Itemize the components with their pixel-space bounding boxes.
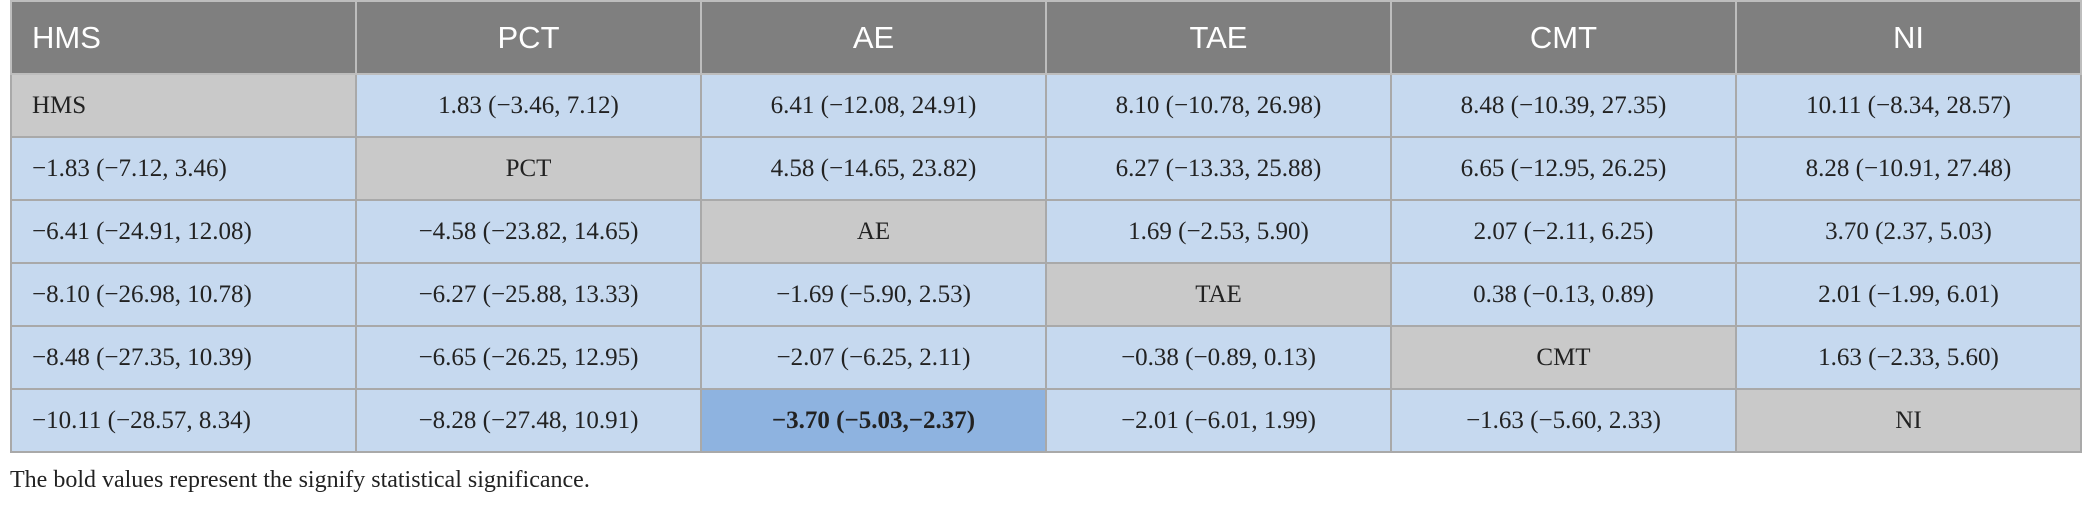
column-header: NI: [1735, 0, 2082, 75]
diagonal-cell: TAE: [1045, 262, 1392, 327]
table-cell: −2.07 (−6.25, 2.11): [700, 325, 1047, 390]
table-cell: −2.01 (−6.01, 1.99): [1045, 388, 1392, 453]
diagonal-cell: NI: [1735, 388, 2082, 453]
table-cell: −4.58 (−23.82, 14.65): [355, 199, 702, 264]
diagonal-cell: PCT: [355, 136, 702, 201]
table-cell: 6.41 (−12.08, 24.91): [700, 73, 1047, 138]
table-cell: −6.65 (−26.25, 12.95): [355, 325, 702, 390]
table-cell: −1.69 (−5.90, 2.53): [700, 262, 1047, 327]
comparison-table: HMS PCT AE TAE CMT NI HMS 1.83 (−3.46, 7…: [10, 0, 2082, 453]
table-cell: 8.48 (−10.39, 27.35): [1390, 73, 1737, 138]
table-row: −1.83 (−7.12, 3.46) PCT 4.58 (−14.65, 23…: [10, 136, 2082, 201]
table-cell: 8.10 (−10.78, 26.98): [1045, 73, 1392, 138]
diagonal-cell: CMT: [1390, 325, 1737, 390]
diagonal-cell: HMS: [10, 73, 357, 138]
table-cell: −8.10 (−26.98, 10.78): [10, 262, 357, 327]
table-row: −6.41 (−24.91, 12.08) −4.58 (−23.82, 14.…: [10, 199, 2082, 264]
table-row: HMS 1.83 (−3.46, 7.12) 6.41 (−12.08, 24.…: [10, 73, 2082, 138]
table-cell: 6.27 (−13.33, 25.88): [1045, 136, 1392, 201]
table-cell: 10.11 (−8.34, 28.57): [1735, 73, 2082, 138]
table-cell: 1.69 (−2.53, 5.90): [1045, 199, 1392, 264]
comparison-table-container: HMS PCT AE TAE CMT NI HMS 1.83 (−3.46, 7…: [10, 0, 2082, 453]
table-cell: −8.28 (−27.48, 10.91): [355, 388, 702, 453]
table-cell: 3.70 (2.37, 5.03): [1735, 199, 2082, 264]
table-cell: −0.38 (−0.89, 0.13): [1045, 325, 1392, 390]
column-header: TAE: [1045, 0, 1392, 75]
table-footnote: The bold values represent the signify st…: [10, 467, 590, 493]
column-header: CMT: [1390, 0, 1737, 75]
header-row: HMS PCT AE TAE CMT NI: [10, 0, 2082, 75]
table-row: −8.48 (−27.35, 10.39) −6.65 (−26.25, 12.…: [10, 325, 2082, 390]
table-cell: −6.27 (−25.88, 13.33): [355, 262, 702, 327]
table-cell: 1.63 (−2.33, 5.60): [1735, 325, 2082, 390]
table-cell: −1.83 (−7.12, 3.46): [10, 136, 357, 201]
table-cell: 1.83 (−3.46, 7.12): [355, 73, 702, 138]
diagonal-cell: AE: [700, 199, 1047, 264]
table-cell: 0.38 (−0.13, 0.89): [1390, 262, 1737, 327]
table-cell: −10.11 (−28.57, 8.34): [10, 388, 357, 453]
table-row: −10.11 (−28.57, 8.34) −8.28 (−27.48, 10.…: [10, 388, 2082, 453]
table-cell: −8.48 (−27.35, 10.39): [10, 325, 357, 390]
table-cell: 2.01 (−1.99, 6.01): [1735, 262, 2082, 327]
table-cell: 8.28 (−10.91, 27.48): [1735, 136, 2082, 201]
column-header: AE: [700, 0, 1047, 75]
column-header: PCT: [355, 0, 702, 75]
significant-cell: −3.70 (−5.03,−2.37): [700, 388, 1047, 453]
table-cell: 6.65 (−12.95, 26.25): [1390, 136, 1737, 201]
table-cell: 4.58 (−14.65, 23.82): [700, 136, 1047, 201]
table-row: −8.10 (−26.98, 10.78) −6.27 (−25.88, 13.…: [10, 262, 2082, 327]
table-cell: −6.41 (−24.91, 12.08): [10, 199, 357, 264]
column-header: HMS: [10, 0, 357, 75]
table-cell: 2.07 (−2.11, 6.25): [1390, 199, 1737, 264]
table-cell: −1.63 (−5.60, 2.33): [1390, 388, 1737, 453]
